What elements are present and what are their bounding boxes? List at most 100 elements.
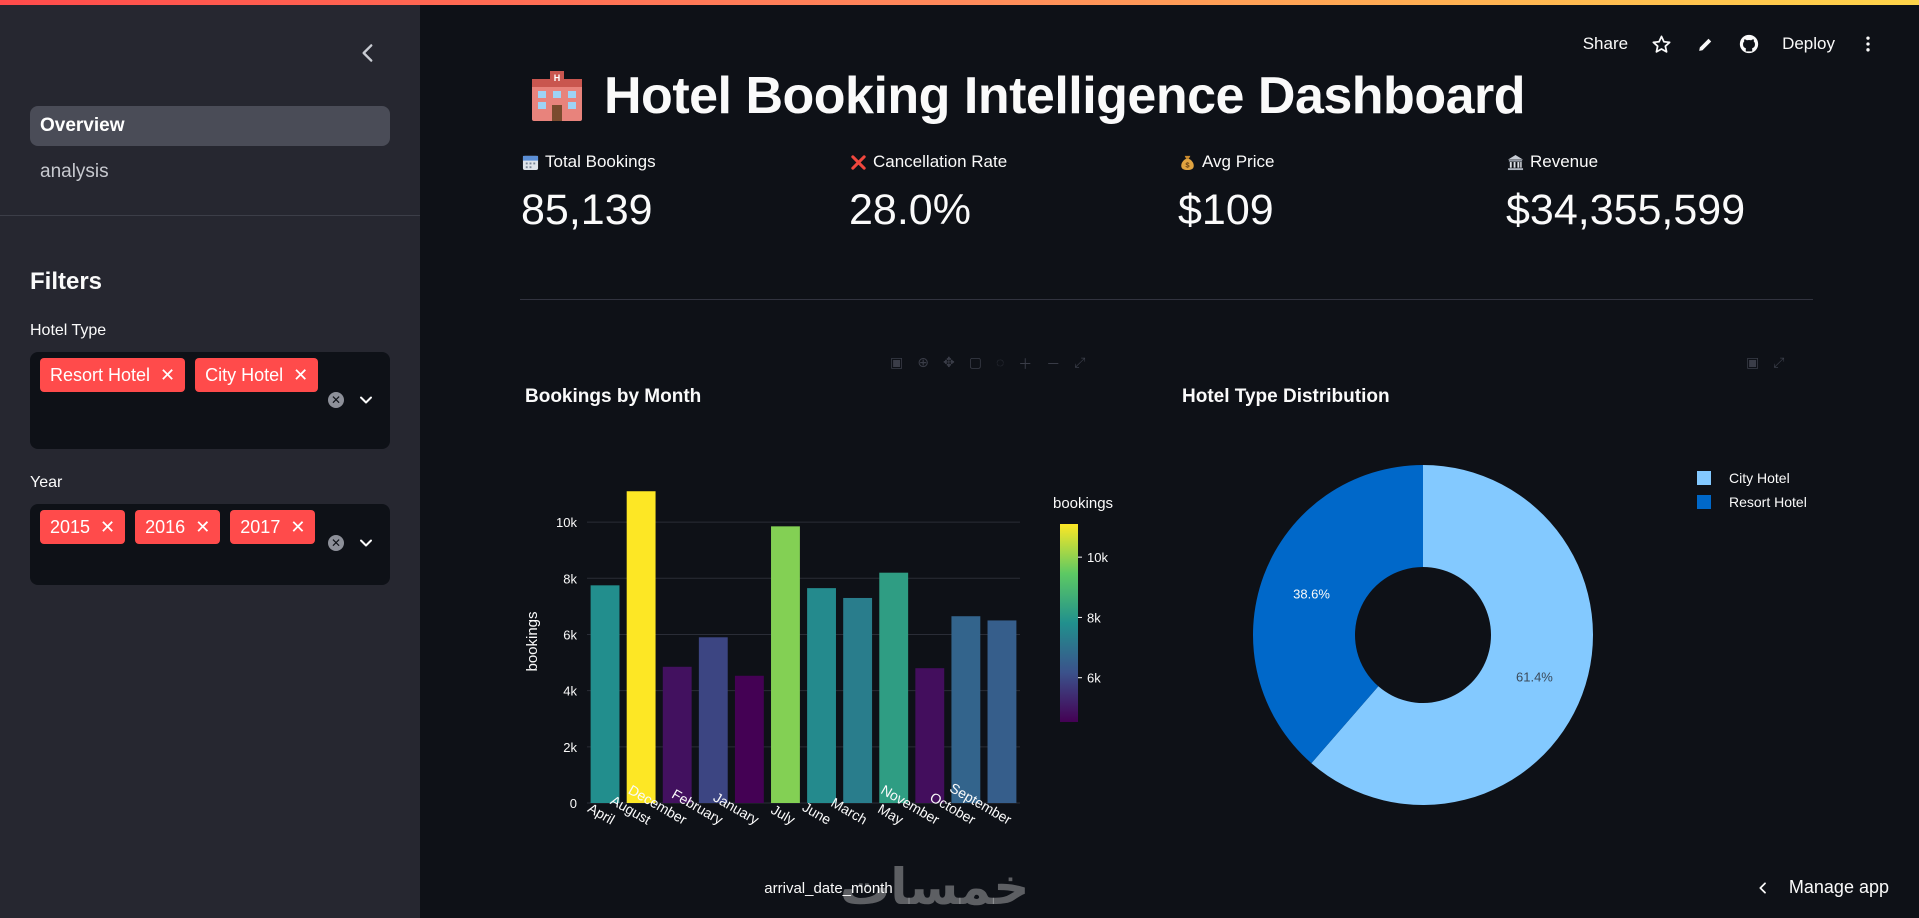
year-multiselect[interactable]: 2015 ✕ 2016 ✕ 2017 ✕ ✕: [30, 504, 390, 585]
chip-2015: 2015 ✕: [40, 510, 126, 544]
money-bag-icon: $: [1178, 153, 1196, 171]
y-tick-label: 10k: [556, 515, 577, 530]
colorbar-tick-label: 6k: [1087, 671, 1101, 686]
y-tick-label: 4k: [563, 684, 577, 699]
remove-chip-icon[interactable]: ✕: [293, 364, 309, 385]
page-title: H Hotel Booking Intelligence Dashboard: [528, 66, 1526, 126]
share-button[interactable]: Share: [1582, 34, 1629, 53]
chip-label: 2015: [50, 516, 91, 537]
dashboard-title: Hotel Booking Intelligence Dashboard: [604, 67, 1526, 125]
bar-chart-title: Bookings by Month: [525, 386, 702, 407]
pan-icon[interactable]: ✥: [942, 354, 955, 370]
metric-label: Avg Price: [1202, 152, 1275, 171]
remove-chip-icon[interactable]: ✕: [160, 364, 176, 385]
y-tick-label: 6k: [563, 627, 577, 642]
pencil-icon[interactable]: [1694, 33, 1716, 55]
sidebar-divider: [0, 215, 420, 216]
camera-icon[interactable]: ▣: [890, 354, 904, 370]
collapse-sidebar-button[interactable]: [355, 40, 381, 66]
metric-revenue: Revenue $34,355,599: [1506, 152, 1745, 235]
legend-swatch: [1697, 495, 1711, 509]
chip-resort-hotel: Resort Hotel ✕: [40, 358, 186, 392]
colorbar: [1060, 524, 1078, 722]
legend-label: City Hotel: [1729, 470, 1790, 486]
chevron-left-icon: [362, 44, 373, 62]
chip-label: City Hotel: [205, 364, 284, 385]
clear-all-icon[interactable]: ✕: [328, 392, 344, 408]
bank-icon: [1506, 153, 1524, 171]
fullscreen-icon[interactable]: ⤢: [1773, 354, 1785, 370]
bar-september: [987, 620, 1017, 803]
remove-chip-icon[interactable]: ✕: [100, 516, 116, 537]
colorbar-title: bookings: [1053, 495, 1113, 512]
zoom-out-icon[interactable]: －: [1046, 356, 1061, 372]
chevron-left-icon: [1759, 881, 1766, 894]
deploy-button[interactable]: Deploy: [1782, 34, 1835, 53]
bar-july: [771, 526, 800, 803]
colorbar-tick-label: 10k: [1087, 550, 1108, 565]
nav-item-overview[interactable]: Overview: [30, 106, 390, 146]
legend-label: Resort Hotel: [1729, 494, 1807, 510]
bar-february: [698, 637, 728, 803]
bookings-bar-chart[interactable]: 02k4k6k8k10kAprilAugustDecemberFebruaryJ…: [520, 470, 1130, 910]
bar-may: [879, 572, 909, 803]
nav-item-label: Overview: [40, 115, 125, 136]
cross-mark-icon: [849, 153, 867, 171]
metric-total-bookings: Total Bookings 85,139: [521, 152, 656, 235]
zoom-in-icon[interactable]: ＋: [1018, 356, 1033, 372]
slice-city-hotel: [1311, 465, 1593, 805]
bar-november: [915, 668, 945, 803]
chevron-down-icon[interactable]: [356, 533, 376, 553]
select-icon[interactable]: ▢: [968, 354, 982, 370]
metric-value: 28.0%: [849, 186, 971, 234]
metric-label: Total Bookings: [545, 152, 656, 171]
github-icon[interactable]: [1738, 33, 1760, 55]
top-decoration-bar: [0, 0, 1919, 5]
hotel-type-donut-chart[interactable]: 61.4% 38.6% City Hotel Resort Hotel: [1180, 440, 1820, 830]
remove-chip-icon[interactable]: ✕: [195, 516, 211, 537]
sidebar: Overview analysis Filters Hotel Type Res…: [0, 0, 420, 918]
x-tick-label: July: [768, 801, 798, 827]
bar-april: [590, 585, 620, 803]
metric-cancellation-rate: Cancellation Rate 28.0%: [849, 152, 1007, 235]
slice-label: 61.4%: [1516, 670, 1553, 685]
svg-text:H: H: [554, 73, 561, 83]
hotel-type-multiselect[interactable]: Resort Hotel ✕ City Hotel ✕ ✕: [30, 352, 390, 449]
metric-value: $34,355,599: [1506, 186, 1746, 234]
slice-label: 38.6%: [1293, 586, 1330, 601]
pie-chart-modebar[interactable]: ▣ ⤢: [1746, 354, 1784, 371]
x-axis-title: arrival_date_month: [764, 880, 892, 897]
chip-label: 2017: [240, 516, 281, 537]
page-nav: Overview analysis: [30, 106, 390, 198]
watermark: خمسات: [840, 858, 1030, 916]
bar-december: [662, 666, 692, 803]
y-axis-title: bookings: [524, 611, 541, 671]
metric-avg-price: $ Avg Price $109: [1178, 152, 1274, 235]
clear-all-icon[interactable]: ✕: [328, 535, 344, 551]
star-icon[interactable]: [1650, 33, 1672, 55]
bar-january: [734, 675, 764, 803]
svg-text:$: $: [1185, 160, 1190, 169]
remove-chip-icon[interactable]: ✕: [290, 516, 306, 537]
autoscale-icon[interactable]: ⤢: [1074, 354, 1086, 370]
camera-icon[interactable]: ▣: [1746, 354, 1760, 370]
nav-item-analysis[interactable]: analysis: [30, 152, 390, 192]
chip-2016: 2016 ✕: [135, 510, 221, 544]
bar-june: [807, 588, 836, 803]
colorbar-tick-label: 8k: [1087, 610, 1101, 625]
metric-label: Cancellation Rate: [873, 152, 1008, 171]
chevron-down-icon[interactable]: [356, 390, 376, 410]
y-tick-label: 0: [570, 796, 577, 811]
chip-label: 2016: [145, 516, 186, 537]
hotel-icon: H: [532, 71, 582, 121]
bar-march: [843, 597, 873, 803]
more-vertical-icon[interactable]: [1857, 33, 1879, 55]
zoom-icon[interactable]: ⊕: [917, 354, 929, 370]
y-tick-label: 8k: [563, 571, 577, 586]
manage-app-button[interactable]: Manage app: [1755, 877, 1889, 898]
manage-app-label: Manage app: [1788, 877, 1889, 897]
calendar-icon: [521, 153, 539, 171]
lasso-icon[interactable]: ◌: [995, 354, 1005, 370]
bar-chart-modebar[interactable]: ▣ ⊕ ✥ ▢ ◌ ＋ － ⤢: [890, 354, 1085, 374]
filters-heading: Filters: [30, 268, 103, 295]
